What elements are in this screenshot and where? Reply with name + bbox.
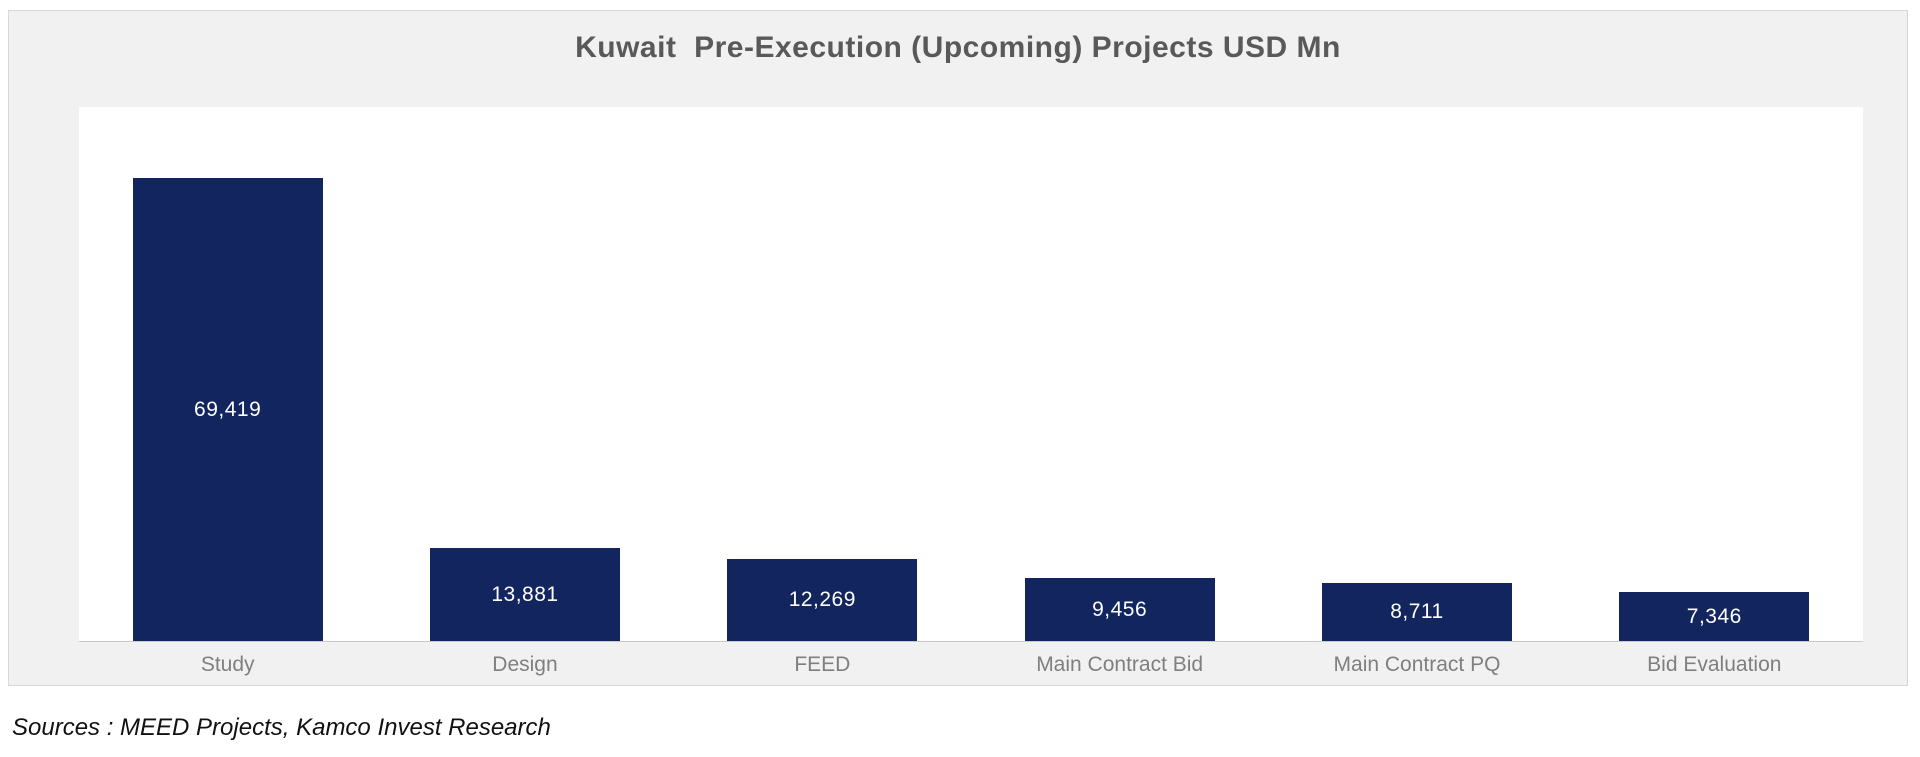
chart-title: Kuwait Pre-Execution (Upcoming) Projects… (575, 31, 1341, 64)
bar-slot-main-contract-pq: 8,711 (1268, 107, 1565, 641)
bar-slot-bid-evaluation: 7,346 (1566, 107, 1863, 641)
bar-slot-study: 69,419 (79, 107, 376, 641)
bar-value-label-main-contract-bid: 9,456 (1092, 597, 1148, 621)
x-axis-label-main-contract-pq: Main Contract PQ (1333, 653, 1501, 676)
x-axis-labels: Study Design FEED Main Contract Bid Main Con… (79, 643, 1863, 685)
bar-value-label-bid-evaluation: 7,346 (1686, 604, 1742, 628)
bar-value-label-study: 69,419 (194, 397, 262, 421)
bar-feed: 12,269 (727, 559, 918, 641)
x-axis-label-study: Study (200, 653, 255, 676)
x-axis-label-bid-evaluation: Bid Evaluation (1647, 653, 1782, 676)
chart-card: Kuwait Pre-Execution (Upcoming) Projects… (8, 10, 1908, 686)
bar-slot-design: 13,881 (376, 107, 673, 641)
bar-slot-feed: 12,269 (674, 107, 971, 641)
bar-design: 13,881 (429, 548, 620, 641)
bar-slot-main-contract-bid: 9,456 (971, 107, 1268, 641)
source-note: Sources : MEED Projects, Kamco Invest Re… (12, 714, 551, 741)
bar-value-label-feed: 12,269 (788, 588, 856, 611)
x-axis-label-main-contract-bid: Main Contract Bid (1036, 653, 1204, 676)
bar-main-contract-pq: 8,711 (1321, 583, 1512, 641)
x-axis-label-design: Design (492, 653, 558, 676)
bar-study: 69,419 (132, 178, 323, 641)
bar-main-contract-bid: 9,456 (1024, 578, 1215, 641)
plot-area: 69,419 13,881 12,269 9,456 8,711 7,346 (79, 107, 1863, 642)
bar-value-label-design: 13,881 (491, 582, 559, 606)
bar-value-label-main-contract-pq: 8,711 (1390, 600, 1444, 623)
x-axis-label-feed: FEED (794, 653, 851, 676)
bar-bid-evaluation: 7,346 (1619, 592, 1810, 641)
